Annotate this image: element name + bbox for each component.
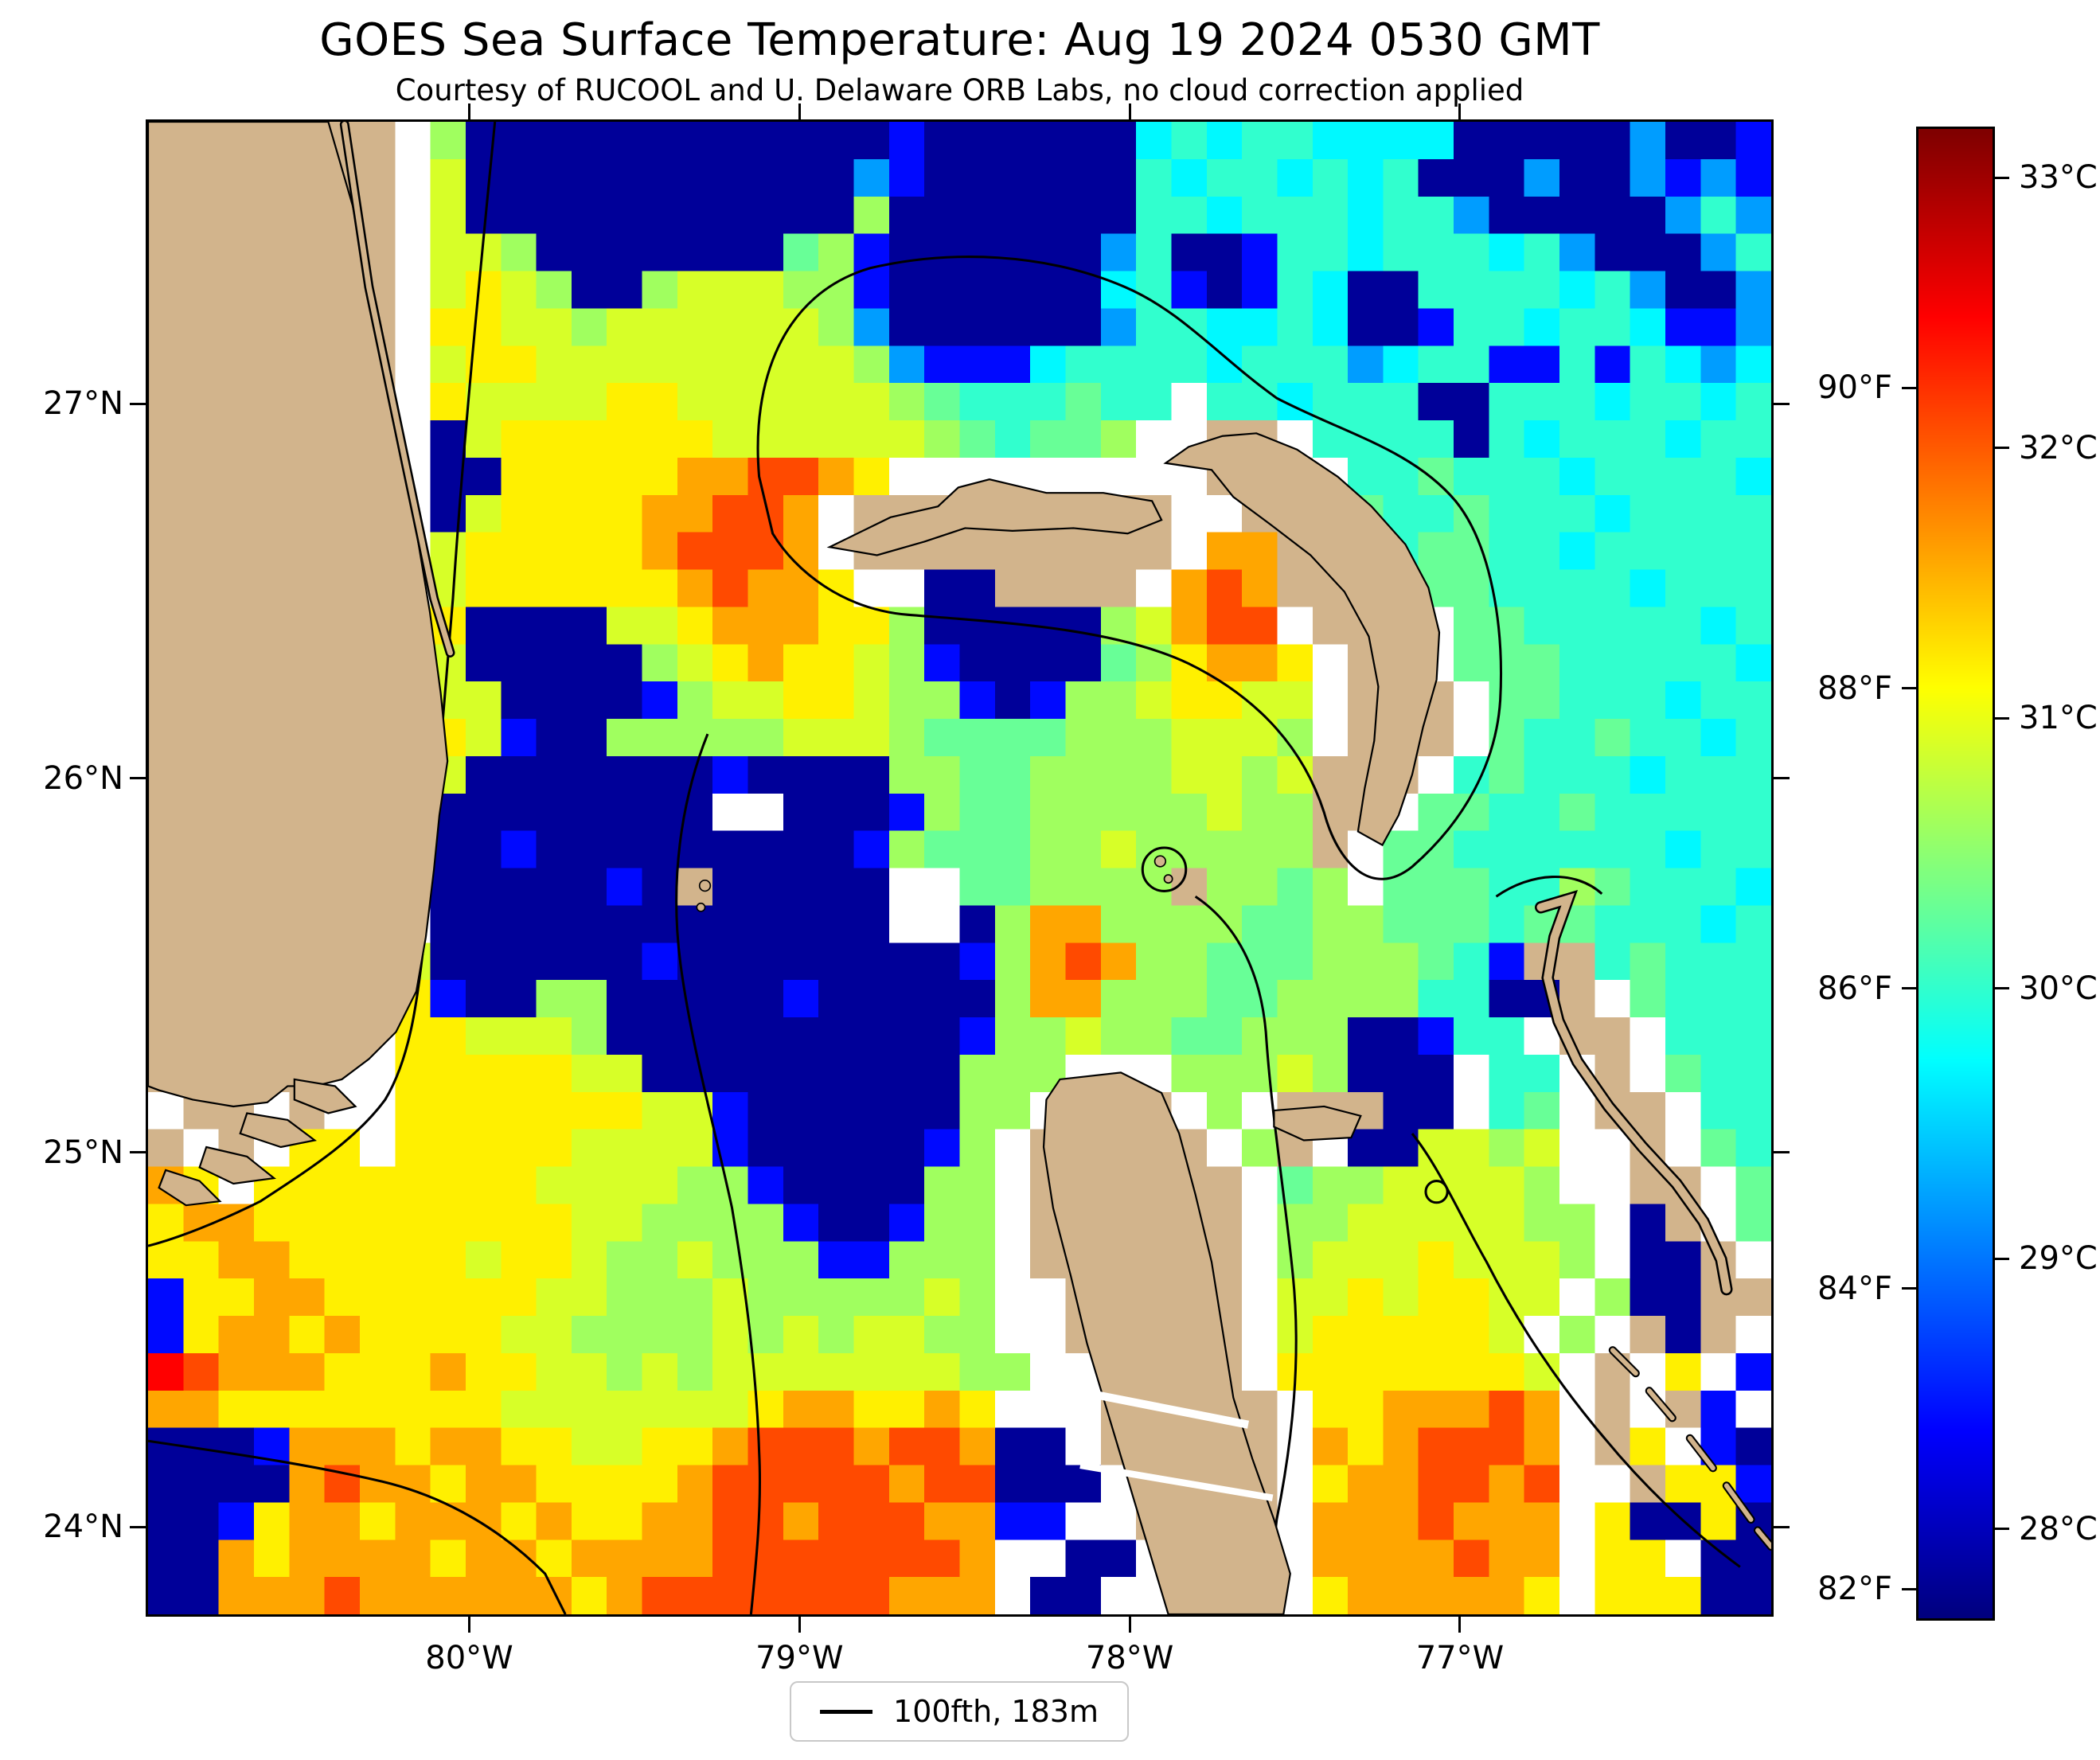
isobath-contour	[1411, 1133, 1741, 1568]
x-axis-tick-top	[1128, 103, 1131, 119]
landmass-exuma-cays	[1610, 1348, 1771, 1549]
colorbar-tick-celsius	[1995, 176, 2009, 179]
landmass-grand-bahama	[826, 478, 1163, 556]
isobath-contour	[1141, 846, 1188, 892]
y-axis-tick-right	[1774, 1525, 1790, 1528]
colorbar-tick-celsius	[1995, 987, 2009, 990]
y-axis-tick	[130, 1525, 146, 1528]
tidal-channel	[1095, 1391, 1250, 1429]
islet-berry-island-2	[1163, 874, 1173, 884]
landmass-key-2	[239, 1112, 317, 1149]
landmass-abaco	[1163, 432, 1441, 847]
y-axis-tick	[130, 777, 146, 780]
x-axis-tick-label: 80°W	[425, 1640, 513, 1676]
x-axis-tick-label: 78°W	[1085, 1640, 1174, 1676]
x-axis-tick-label: 79°W	[755, 1640, 844, 1676]
y-axis-tick	[130, 402, 146, 405]
tidal-channel	[1079, 1461, 1274, 1501]
landmass-florida	[148, 122, 449, 1108]
colorbar-tick-fahrenheit	[1902, 1287, 1916, 1290]
map-overlay	[148, 122, 1771, 1614]
colorbar-tick-celsius	[1995, 716, 2009, 720]
colorbar-tick-fahrenheit	[1902, 687, 1916, 690]
y-axis-tick-label: 24°N	[43, 1508, 123, 1546]
isobath-contour	[1495, 875, 1603, 898]
x-axis-tick-top	[468, 103, 470, 119]
x-axis-tick-top	[1458, 103, 1462, 119]
landmass-andros	[1042, 1071, 1291, 1614]
islet-bimini-2	[696, 902, 706, 912]
colorbar-tick-label-celsius: 32°C	[2019, 429, 2098, 466]
colorbar-canvas	[1918, 129, 1993, 1618]
colorbar-tick-label-fahrenheit: 86°F	[1817, 970, 1892, 1007]
plot-area	[146, 119, 1774, 1617]
colorbar-tick-label-fahrenheit: 88°F	[1817, 669, 1892, 707]
landmass-eleuthera-outline	[1535, 889, 1733, 1296]
colorbar-tick-label-celsius: 33°C	[2019, 159, 2098, 197]
isobath-contour	[675, 733, 762, 1614]
isobath-contour	[1194, 895, 1298, 1614]
legend: 100fth, 183m	[790, 1681, 1129, 1742]
colorbar-tick-celsius	[1995, 447, 2009, 450]
y-axis-tick-label: 27°N	[43, 385, 123, 423]
legend-line-sample	[820, 1709, 873, 1714]
islet-bimini-1	[698, 879, 712, 892]
landmass-key-1	[293, 1078, 357, 1114]
colorbar	[1916, 127, 1995, 1621]
y-axis-tick-right	[1774, 777, 1790, 780]
colorbar-tick-label-celsius: 29°C	[2019, 1240, 2098, 1278]
chart-subtitle: Courtesy of RUCOOL and U. Delaware ORB L…	[395, 73, 1524, 107]
landmass-key-3	[198, 1145, 277, 1185]
colorbar-tick-celsius	[1995, 1257, 2009, 1260]
landmass-new-providence	[1273, 1105, 1362, 1141]
x-axis-tick	[1128, 1617, 1131, 1633]
colorbar-tick-label-celsius: 31°C	[2019, 700, 2098, 737]
x-axis-tick	[1458, 1617, 1462, 1633]
isobath-contour	[148, 1439, 567, 1614]
y-axis-tick-label: 26°N	[43, 759, 123, 797]
colorbar-tick-label-celsius: 30°C	[2019, 970, 2098, 1007]
legend-label: 100fth, 183m	[893, 1694, 1099, 1729]
islet-berry-island-1	[1153, 855, 1167, 868]
isobath-contour	[756, 256, 1503, 880]
y-axis-tick-right	[1774, 402, 1790, 405]
x-axis-tick	[468, 1617, 470, 1633]
landmass-key-4	[158, 1169, 222, 1207]
landmass-barrier-island	[342, 122, 453, 656]
x-axis-tick	[798, 1617, 801, 1633]
chart-title: GOES Sea Surface Temperature: Aug 19 202…	[319, 14, 1600, 66]
y-axis-tick	[130, 1151, 146, 1154]
colorbar-tick-label-fahrenheit: 84°F	[1817, 1270, 1892, 1307]
landmass-eleuthera	[1536, 892, 1731, 1294]
x-axis-tick-label: 77°W	[1415, 1640, 1505, 1676]
colorbar-tick-label-fahrenheit: 82°F	[1817, 1571, 1892, 1608]
x-axis-tick-top	[798, 103, 801, 119]
isobath-contour	[1424, 1180, 1449, 1204]
colorbar-tick-label-celsius: 28°C	[2019, 1510, 2098, 1547]
colorbar-tick-fahrenheit	[1902, 1587, 1916, 1590]
colorbar-tick-label-fahrenheit: 90°F	[1817, 369, 1892, 407]
colorbar-tick-fahrenheit	[1902, 987, 1916, 990]
y-axis-tick-label: 25°N	[43, 1134, 123, 1171]
colorbar-tick-fahrenheit	[1902, 386, 1916, 389]
y-axis-tick-right	[1774, 1151, 1790, 1154]
colorbar-tick-celsius	[1995, 1528, 2009, 1531]
